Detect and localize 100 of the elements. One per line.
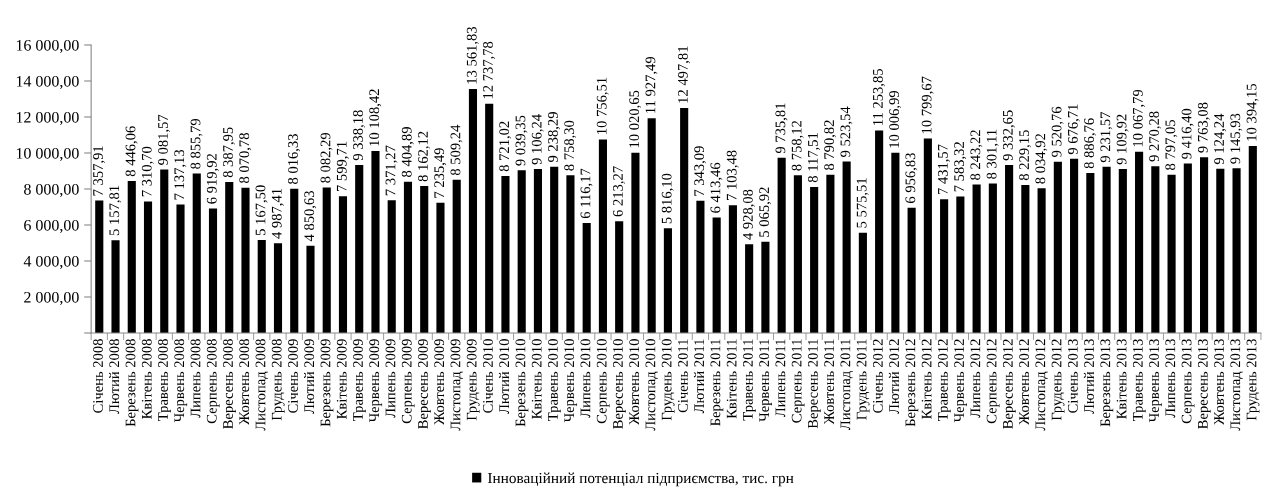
x-tick-label: Липень 2011 — [775, 339, 786, 418]
bar — [1021, 184, 1030, 333]
bar — [972, 184, 981, 333]
bar — [1216, 168, 1225, 333]
bar — [306, 245, 315, 333]
data-label: 9 416,40 — [1181, 108, 1194, 159]
x-tick-label: Жовтень 2013 — [1214, 339, 1224, 425]
bar — [826, 174, 835, 333]
bar — [241, 187, 250, 333]
x-tick-label: Жовтень 2010 — [629, 339, 640, 425]
x-tick-label: Червень 2013 — [1149, 339, 1162, 423]
data-label: 8 758,12 — [791, 120, 804, 171]
data-label: 8 229,15 — [1019, 130, 1032, 181]
data-label: 8 082,29 — [320, 132, 333, 183]
bar — [95, 200, 104, 333]
data-label: 7 137,13 — [174, 149, 187, 200]
x-tick-label: Березень 2012 — [905, 339, 919, 427]
data-label: 9 270,28 — [1149, 111, 1162, 162]
x-tick-label: Травень 2013 — [1132, 339, 1146, 421]
bar — [582, 222, 591, 333]
x-tick-label: Листопад 2008 — [255, 339, 269, 431]
y-tick-label: 8 000,00 — [24, 183, 79, 197]
bar — [273, 243, 283, 333]
data-label: 9 520,76 — [1051, 106, 1064, 157]
x-tick-label: Жовтень 2008 — [239, 339, 250, 425]
x-tick-label: Грудень 2008 — [271, 339, 285, 421]
bar — [598, 139, 607, 333]
data-label: 8 758,30 — [564, 120, 577, 171]
data-label: 5 065,92 — [759, 187, 772, 237]
data-label: 9 145,93 — [1230, 113, 1243, 164]
bar — [1070, 158, 1079, 333]
bar — [143, 201, 153, 333]
bar — [940, 199, 949, 333]
data-label: 9 081,57 — [158, 114, 171, 165]
x-tick-label: Серпень 2008 — [206, 339, 220, 424]
data-label: 10 394,15 — [1246, 83, 1259, 141]
x-tick-label: Листопад 2013 — [1230, 339, 1243, 431]
x-tick-label: Листопад 2011 — [840, 339, 853, 431]
bar — [387, 200, 396, 333]
bar — [160, 169, 169, 333]
bar — [1102, 166, 1111, 333]
bar — [647, 118, 656, 333]
bar — [533, 169, 543, 333]
data-label: 9 763,08 — [1197, 102, 1210, 153]
data-label: 6 919,92 — [206, 154, 219, 204]
x-tick-label: Липень 2010 — [580, 339, 591, 418]
y-tick-label: 6 000,00 — [24, 219, 79, 233]
bar — [176, 204, 185, 333]
x-tick-label: Грудень 2012 — [1051, 339, 1065, 421]
x-tick-label: Липень 2008 — [190, 339, 201, 418]
x-tick-label: Червень 2012 — [954, 339, 967, 423]
data-label: 9 735,81 — [775, 103, 788, 154]
x-tick-label: Липень 2009 — [385, 339, 396, 418]
x-tick-label: Лютий 2008 — [109, 339, 120, 414]
x-tick-label: Серпень 2009 — [401, 339, 415, 424]
data-label: 7 103,48 — [726, 150, 739, 201]
data-label: 8 387,95 — [223, 127, 235, 178]
data-label: 5 157,81 — [109, 185, 122, 236]
x-tick-label: Лютий 2010 — [498, 339, 510, 414]
bar — [631, 152, 640, 333]
x-tick-label: Січень 2010 — [483, 339, 493, 413]
x-tick-label: Червень 2011 — [759, 339, 773, 422]
x-tick-label: Червень 2009 — [369, 339, 383, 423]
x-tick-label: Лютий 2012 — [888, 339, 900, 414]
data-label: 7 310,70 — [141, 146, 154, 197]
bar — [403, 181, 413, 333]
data-label: 9 106,24 — [531, 114, 544, 165]
y-tick-label: 10 000,00 — [16, 147, 79, 161]
data-label: 4 987,41 — [271, 188, 284, 239]
x-tick-label: Жовтень 2009 — [434, 339, 445, 425]
x-tick-label: Травень 2010 — [548, 339, 561, 421]
data-label: 8 886,76 — [1084, 118, 1097, 169]
x-tick-label: Червень 2008 — [174, 339, 188, 423]
bar — [1200, 157, 1209, 333]
bar — [1167, 174, 1176, 333]
bar — [663, 228, 672, 333]
x-tick-label: Січень 2008 — [93, 339, 103, 413]
bar — [1248, 145, 1257, 333]
bar — [338, 196, 348, 333]
x-tick-label: Листопад 2010 — [645, 339, 658, 431]
data-label: 8 509,24 — [450, 124, 463, 176]
bar — [1037, 188, 1046, 333]
x-tick-label: Січень 2009 — [288, 339, 298, 413]
data-label: 8 790,82 — [824, 120, 837, 171]
data-label: 8 034,92 — [1035, 133, 1048, 184]
bar — [1118, 169, 1127, 333]
y-tick-label: 4 000,00 — [23, 255, 79, 269]
data-label: 10 799,67 — [921, 76, 934, 134]
x-tick-label: Грудень 2009 — [466, 339, 480, 421]
data-label: 10 108,42 — [369, 89, 382, 146]
data-label: 9 109,92 — [1116, 114, 1129, 165]
bar — [257, 239, 266, 333]
data-label: 7 235,49 — [434, 148, 447, 198]
x-tick-label: Лютий 2011 — [693, 339, 705, 414]
x-tick-label: Квітень 2010 — [531, 339, 542, 419]
x-tick-label: Грудень 2013 — [1246, 339, 1260, 421]
x-tick-label: Листопад 2009 — [450, 339, 464, 431]
x-tick-label: Квітень 2011 — [726, 339, 737, 419]
x-tick-label: Лютий 2009 — [304, 339, 315, 414]
x-tick-label: Травень 2008 — [158, 339, 171, 421]
